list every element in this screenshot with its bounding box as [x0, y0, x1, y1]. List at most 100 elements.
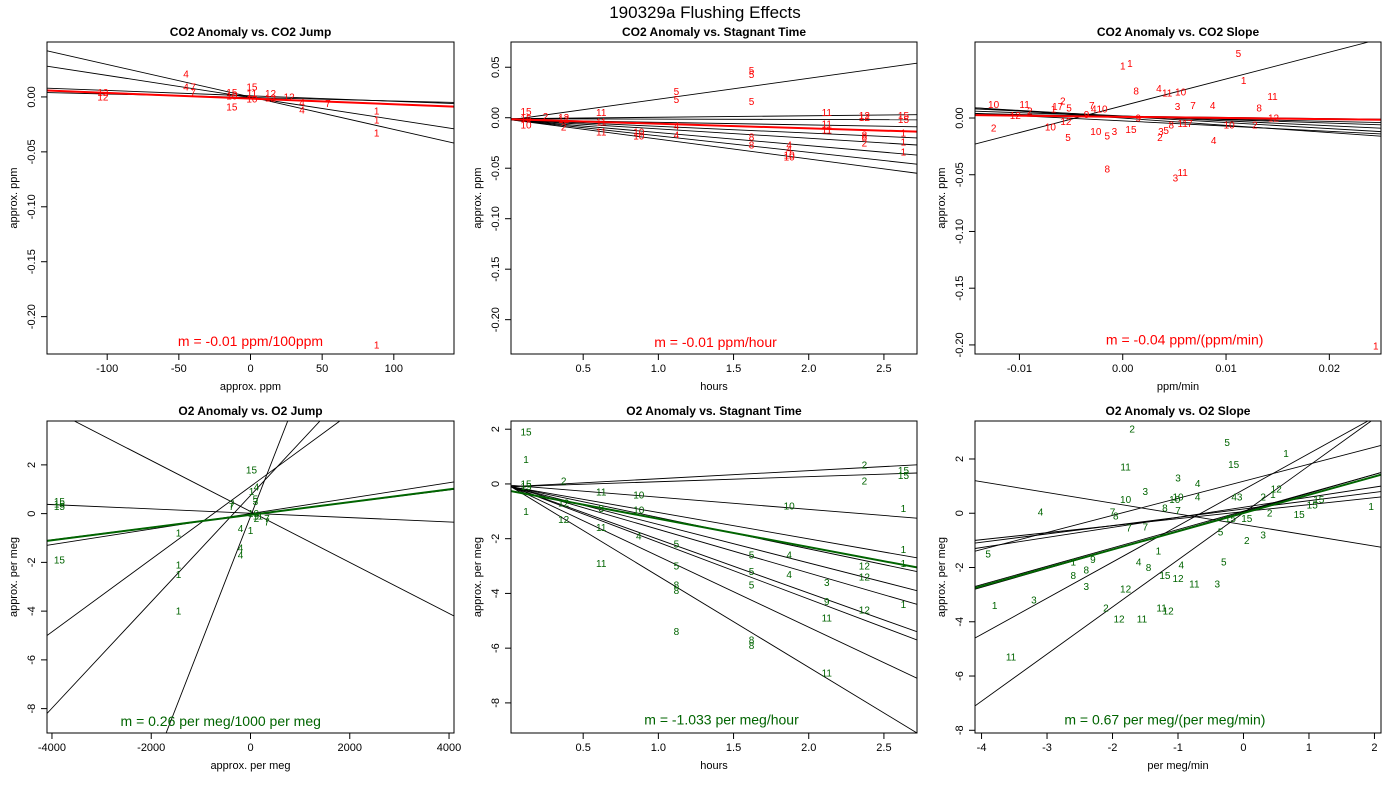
x-tick-label: 0.01	[1215, 363, 1236, 375]
data-point: 8	[749, 641, 755, 652]
y-tick-label: 2	[490, 426, 502, 432]
y-axis-label: approx. per meg	[8, 537, 20, 617]
data-point: 5	[749, 567, 755, 578]
data-point: 7	[264, 518, 270, 529]
data-point: 2	[862, 460, 868, 471]
data-point: 7	[325, 99, 331, 110]
y-tick-label: -0.20	[954, 332, 966, 357]
data-point: 15	[226, 88, 238, 99]
y-tick-label: -6	[26, 655, 38, 665]
data-point: 12	[97, 92, 109, 103]
slope-annotation: m = -0.01 ppm/hour	[654, 334, 777, 350]
data-point: 5	[1065, 133, 1071, 144]
data-point: 7	[1126, 524, 1132, 535]
data-point: 15	[54, 497, 66, 508]
data-point: 12	[1271, 484, 1283, 495]
panel-title: O2 Anomaly vs. O2 Slope	[1106, 404, 1251, 418]
fit-line	[975, 480, 1381, 548]
x-tick-label: -50	[171, 363, 187, 375]
fit-line	[511, 486, 917, 633]
data-point: 7	[264, 514, 270, 525]
data-point: 8	[749, 132, 755, 143]
data-point: 10	[633, 505, 645, 516]
plot-frame	[974, 41, 1382, 355]
data-point: 15	[520, 114, 532, 125]
data-point: 4	[1038, 507, 1044, 518]
data-point: 11	[1177, 119, 1188, 130]
data-point: 2	[1244, 536, 1250, 547]
data-point: 15	[1225, 514, 1237, 525]
data-point: 15	[1228, 460, 1240, 471]
y-axis-label: approx. per meg	[472, 537, 484, 617]
data-point: 5	[674, 87, 680, 98]
data-point: 11	[822, 108, 833, 119]
data-point: 10	[784, 153, 796, 164]
y-tick-label: -0.15	[954, 276, 966, 301]
data-point: 2	[862, 477, 868, 488]
panel-4: O2 Anomaly vs. O2 Jump151515151111774441…	[8, 404, 461, 772]
y-tick-label: -0.05	[26, 139, 38, 164]
data-point: 1	[1368, 502, 1374, 513]
data-point: 12	[558, 515, 570, 526]
y-tick-label: -6	[490, 643, 502, 653]
x-tick-label: -0.01	[1007, 363, 1032, 375]
data-point: 15	[520, 427, 532, 438]
data-point: 4	[674, 121, 680, 132]
fit-line	[975, 485, 1381, 549]
data-point: 10	[248, 509, 260, 520]
data-point: 17	[1052, 102, 1064, 113]
data-point: 4	[786, 570, 792, 581]
y-tick-label: -8	[954, 725, 966, 735]
data-point: 11	[247, 89, 258, 100]
data-point: 5	[1236, 49, 1242, 60]
y-axis-label: approx. per meg	[936, 537, 948, 617]
fit-line	[47, 50, 454, 144]
data-point: 1	[523, 455, 529, 466]
panel-title: O2 Anomaly vs. Stagnant Time	[626, 404, 802, 418]
data-point: 7	[1190, 101, 1196, 112]
data-point: 1	[901, 148, 907, 159]
x-axis-label: approx. per meg	[210, 760, 290, 772]
data-point: 8	[862, 132, 868, 143]
data-point: 12	[1120, 585, 1132, 596]
data-point: 4	[299, 106, 305, 117]
data-point: 8	[1162, 503, 1168, 514]
fit-line	[47, 421, 321, 714]
data-point: 5	[749, 66, 755, 77]
x-tick-label: -4	[977, 742, 987, 754]
x-tick-label: 2000	[338, 742, 362, 754]
data-point: 4	[1136, 558, 1142, 569]
data-point: 2	[1129, 425, 1135, 436]
data-point: 12	[859, 605, 871, 616]
fit-line	[511, 119, 917, 156]
data-point: 11	[596, 117, 607, 128]
data-point: 11	[596, 488, 607, 499]
data-point: 12	[265, 89, 277, 100]
data-point: 15	[898, 111, 910, 122]
x-axis-label: per meg/min	[1147, 760, 1208, 772]
data-point: 4	[636, 531, 642, 542]
data-point: 15	[246, 465, 258, 476]
data-point: 7	[229, 499, 235, 510]
fit-line	[47, 481, 454, 546]
data-point: 2	[1103, 604, 1109, 615]
x-axis-label: approx. ppm	[220, 381, 281, 393]
plot-frame	[510, 420, 918, 734]
data-point: 10	[520, 120, 532, 131]
data-point: 5	[253, 495, 259, 506]
data-point: 2	[1027, 107, 1033, 118]
x-tick-label: 1.0	[651, 363, 666, 375]
data-point: 3	[1175, 102, 1181, 113]
data-point: 11	[822, 668, 833, 679]
data-point: 43	[1231, 492, 1243, 503]
data-point: 7	[1110, 507, 1116, 518]
data-point: 5	[1221, 558, 1227, 569]
x-tick-label: 2	[1371, 742, 1377, 754]
panel-title: CO2 Anomaly vs. Stagnant Time	[622, 25, 806, 39]
y-tick-label: 0	[954, 510, 966, 516]
data-point: 1	[176, 529, 182, 540]
data-point: 12	[859, 113, 871, 124]
data-point: 5	[674, 95, 680, 106]
